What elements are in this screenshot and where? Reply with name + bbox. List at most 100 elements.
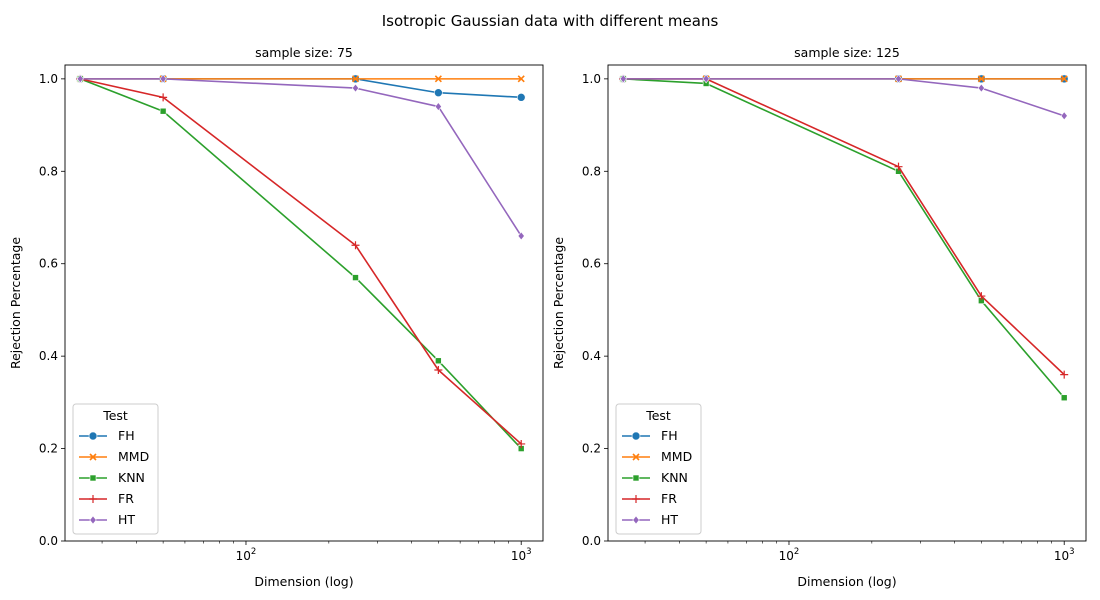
data-point-mmd: [351, 75, 360, 83]
x-tick-exponent: 2: [251, 547, 256, 557]
legend-marker: [89, 515, 97, 525]
data-point-knn: [1060, 394, 1068, 402]
data-point-ht: [619, 74, 627, 84]
x-axis-label: Dimension (log): [254, 574, 353, 589]
legend-label: FH: [661, 428, 678, 443]
data-point-fh: [434, 88, 443, 98]
x-tick-exponent: 3: [526, 547, 531, 557]
series-line-knn: [623, 78, 1065, 399]
data-point-fr: [1060, 370, 1069, 379]
legend-label: MMD: [118, 449, 149, 464]
legend-entry-ht: HT: [79, 512, 135, 527]
data-point-fh: [516, 93, 526, 102]
x-tick-base: 10: [779, 549, 794, 563]
legend-marker: [632, 474, 640, 482]
series-line-fr: [623, 78, 1065, 376]
y-tick-label: 0.2: [39, 442, 58, 456]
x-tick-exponent: 2: [794, 547, 799, 557]
legend-entry-fh: FH: [622, 428, 678, 443]
x-axis-label: Dimension (log): [797, 574, 896, 589]
data-point-mmd: [434, 75, 442, 83]
x-tick-base: 10: [511, 549, 526, 563]
legend-marker: [632, 495, 640, 503]
data-point-mmd: [977, 75, 985, 83]
x-tick-label: 103: [1054, 547, 1075, 563]
x-tick-label: 102: [236, 547, 257, 563]
x-tick-label: 103: [511, 547, 532, 563]
series-knn: [619, 75, 1068, 402]
data-point-knn: [352, 274, 359, 281]
subplot-title: sample size: 125: [794, 45, 900, 60]
legend-entry-knn: KNN: [622, 470, 688, 485]
plot-frame: [607, 64, 1087, 542]
data-point-knn: [159, 107, 167, 115]
figure-title: Isotropic Gaussian data with different m…: [382, 12, 719, 30]
legend-label: HT: [118, 512, 135, 527]
legend-entry-fh: FH: [79, 428, 135, 443]
data-point-ht: [434, 102, 442, 112]
legend-marker: [88, 431, 98, 441]
x-tick-label: 102: [779, 547, 800, 563]
legend-label: MMD: [661, 449, 692, 464]
data-point-ht: [894, 74, 903, 84]
series-line-knn: [79, 78, 522, 450]
y-tick-label: 0.4: [39, 349, 58, 363]
legend-entry-fr: FR: [622, 491, 677, 506]
legend: Test FH MMD KNN FR HT: [615, 403, 702, 535]
legend-marker: [89, 495, 97, 503]
legend-marker: [632, 453, 640, 461]
y-tick-label: 0.4: [582, 349, 601, 363]
data-point-ht: [351, 83, 360, 93]
data-point-knn: [435, 357, 442, 365]
data-point-fr: [434, 366, 443, 375]
y-tick-label: 0.0: [582, 534, 601, 548]
legend-title: Test: [645, 408, 671, 423]
data-point-fr: [351, 241, 360, 250]
y-tick-label: 1.0: [582, 72, 601, 86]
data-point-fr: [894, 162, 903, 171]
y-axis-label: Rejection Percentage: [551, 237, 566, 369]
subplot-title: sample size: 75: [255, 45, 353, 60]
legend-entry-mmd: MMD: [79, 449, 149, 464]
series-ht: [76, 74, 525, 241]
data-point-ht: [977, 83, 985, 93]
y-tick-label: 0.8: [39, 164, 58, 178]
x-tick-base: 10: [1054, 549, 1069, 563]
series-line-ht: [623, 78, 1065, 117]
series-fr: [76, 74, 526, 448]
y-tick-label: 0.0: [39, 534, 58, 548]
data-point-ht: [76, 74, 84, 84]
legend-label: KNN: [661, 470, 688, 485]
legend-title: Test: [102, 408, 128, 423]
data-point-ht: [1060, 111, 1068, 121]
series-line-ht: [80, 78, 522, 237]
y-tick-label: 0.8: [582, 164, 601, 178]
legend-entry-knn: KNN: [79, 470, 145, 485]
data-point-ht: [159, 74, 167, 84]
data-point-fr: [977, 292, 986, 301]
legend-marker: [632, 515, 640, 525]
series-knn: [76, 75, 525, 452]
legend-label: FH: [118, 428, 135, 443]
x-tick-exponent: 3: [1069, 547, 1074, 557]
series-fr: [619, 74, 1069, 379]
data-point-fr: [517, 439, 526, 448]
legend-label: HT: [661, 512, 678, 527]
data-point-mmd: [1060, 75, 1068, 83]
y-tick-label: 0.2: [582, 442, 601, 456]
data-point-ht: [517, 231, 525, 241]
legend-entry-fr: FR: [79, 491, 134, 506]
data-point-mmd: [517, 75, 525, 83]
legend: Test FH MMD KNN FR HT: [72, 403, 159, 535]
y-tick-label: 0.6: [582, 257, 601, 271]
series-line-fh: [80, 78, 522, 99]
legend-marker: [89, 453, 97, 461]
legend-label: FR: [118, 491, 134, 506]
legend-entry-mmd: MMD: [622, 449, 692, 464]
plot-frame: [64, 64, 544, 542]
legend-label: FR: [661, 491, 677, 506]
x-tick-base: 10: [236, 549, 251, 563]
